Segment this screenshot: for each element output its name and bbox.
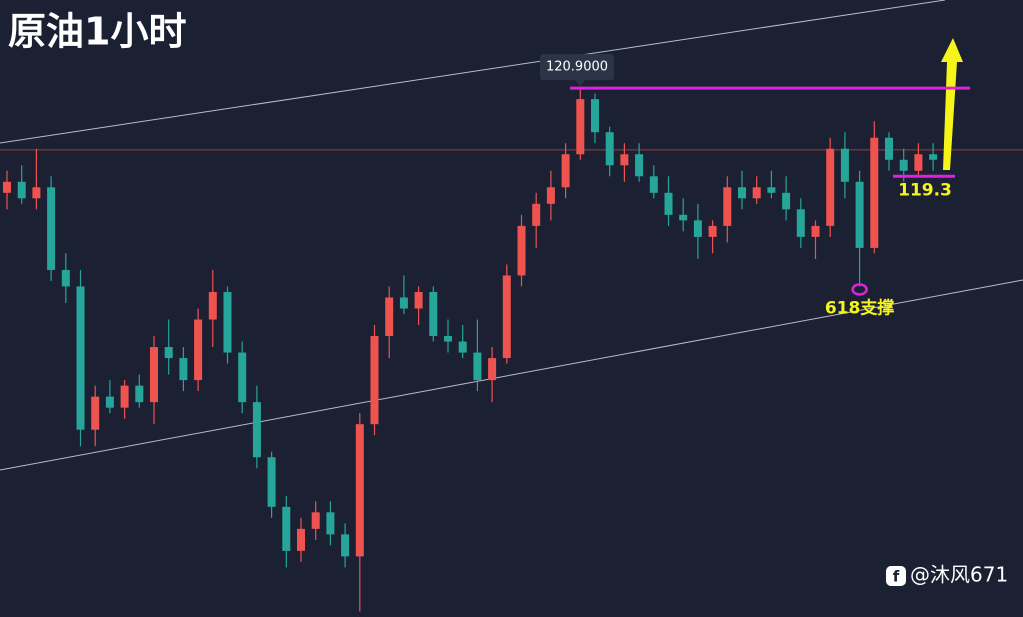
candle-body — [91, 396, 100, 430]
price-tag-pointer — [575, 80, 586, 87]
candle-body — [811, 225, 820, 237]
candle-body — [899, 159, 908, 171]
candle-body — [870, 137, 879, 248]
candle-body — [649, 176, 658, 193]
candle-body — [326, 512, 335, 535]
candle-body — [179, 358, 188, 381]
candle-body — [576, 99, 585, 155]
candle-body — [355, 424, 364, 557]
candle-body — [444, 336, 452, 342]
support-note: 618支撑 — [825, 297, 895, 318]
candle-body — [17, 181, 26, 199]
candle-body — [385, 297, 394, 337]
candle-body — [723, 187, 732, 226]
candle-body — [782, 192, 791, 210]
candle-body — [840, 148, 849, 182]
candle-body — [429, 291, 438, 337]
price-tag — [540, 54, 614, 81]
candle-body — [399, 297, 408, 309]
price-tag-label: 120.9000 — [546, 60, 608, 75]
candle-body — [164, 347, 173, 359]
candle-body — [885, 137, 893, 160]
candle-body — [32, 187, 41, 199]
channel-upper — [0, 0, 946, 144]
candle-body — [708, 225, 717, 237]
candle-body — [105, 396, 114, 408]
support-label: 119.3 — [898, 180, 952, 200]
candle-body — [47, 187, 56, 270]
candle-body — [855, 181, 864, 248]
candle-body — [223, 291, 232, 353]
candle-body — [61, 269, 70, 287]
candle-body — [135, 385, 144, 403]
arrow — [941, 38, 963, 170]
candle-body — [738, 187, 746, 199]
candle-body — [488, 358, 497, 381]
candle-body — [591, 99, 599, 133]
candle-body — [252, 402, 261, 458]
candle-body — [767, 187, 776, 193]
candle-body — [150, 347, 158, 403]
candle-body — [561, 154, 570, 188]
candle-body — [620, 154, 629, 166]
candle-body — [341, 534, 350, 557]
candle-body — [914, 154, 923, 171]
candles — [0, 88, 1023, 612]
candle-body — [3, 181, 11, 193]
candle-body — [473, 352, 482, 381]
watermark: @沐风671 — [910, 563, 1008, 587]
candle-body — [311, 512, 320, 529]
candle-body — [664, 192, 673, 215]
candle-body — [267, 457, 276, 507]
candle-body — [693, 220, 702, 237]
candle-body — [546, 187, 555, 204]
channel-lower — [0, 279, 1023, 471]
candle-body — [679, 214, 688, 221]
candle-body — [929, 154, 938, 160]
candle-body — [826, 148, 835, 226]
candle-body — [605, 132, 614, 166]
candle-body — [370, 336, 379, 425]
candle-body — [120, 385, 129, 408]
candle-body — [76, 286, 85, 430]
candle-body — [517, 225, 526, 276]
watermark-icon: f — [886, 566, 906, 586]
candle-body — [502, 275, 511, 359]
candle-body — [532, 203, 541, 226]
support-circle — [851, 283, 868, 296]
candle-body — [208, 291, 217, 320]
svg-text:f: f — [893, 568, 900, 586]
candle-body — [238, 352, 247, 403]
candle-body — [297, 528, 305, 551]
candle-body — [635, 154, 644, 177]
candle-body — [194, 319, 203, 381]
chart-title: 原油1小时 — [8, 10, 186, 54]
candle-body — [796, 209, 805, 237]
candle-body — [414, 291, 423, 309]
candle-body — [752, 187, 761, 199]
candle-body — [282, 506, 291, 551]
candle-body — [458, 341, 467, 353]
